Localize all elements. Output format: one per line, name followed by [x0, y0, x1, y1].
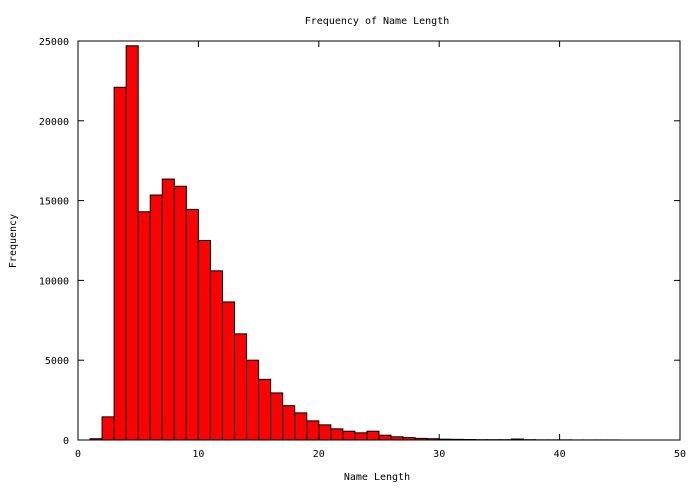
chart-title: Frequency of Name Length [305, 16, 450, 27]
histogram-bar [235, 334, 247, 440]
x-tick-label: 0 [75, 449, 81, 460]
histogram-bar [174, 186, 186, 440]
histogram-bar [367, 431, 379, 440]
y-tick-label: 25000 [39, 37, 69, 48]
histogram-bar [102, 417, 114, 440]
histogram-bar [114, 87, 126, 440]
histogram-bar [283, 406, 295, 440]
y-tick-label: 5000 [45, 356, 69, 367]
histogram-bar [247, 360, 259, 440]
histogram-bar [150, 195, 162, 440]
histogram-bar [198, 241, 210, 441]
x-tick-label: 10 [192, 449, 204, 460]
histogram-bar [355, 433, 367, 440]
histogram-bar [295, 413, 307, 440]
histogram-bar [307, 421, 319, 440]
y-tick-label: 15000 [39, 197, 69, 208]
histogram-bar [271, 393, 283, 440]
histogram-bar [331, 429, 343, 440]
histogram-bar [379, 435, 391, 440]
y-tick-label: 0 [63, 436, 69, 447]
histogram-bar [186, 209, 198, 440]
x-tick-label: 50 [674, 449, 686, 460]
histogram-bar [343, 431, 355, 440]
y-tick-label: 10000 [39, 276, 69, 287]
x-axis-label: Name Length [344, 472, 410, 483]
histogram-bar [162, 179, 174, 440]
histogram-bar [222, 302, 234, 440]
histogram-bar [210, 271, 222, 440]
y-axis-label: Frequency [8, 214, 19, 268]
x-tick-label: 20 [313, 449, 325, 460]
histogram-bar [319, 425, 331, 440]
histogram-bar [259, 379, 271, 440]
x-tick-label: 30 [433, 449, 445, 460]
bars-group [90, 46, 620, 440]
histogram-bar [138, 212, 150, 440]
y-tick-label: 20000 [39, 117, 69, 128]
x-tick-label: 40 [554, 449, 566, 460]
histogram-bar [126, 46, 138, 440]
